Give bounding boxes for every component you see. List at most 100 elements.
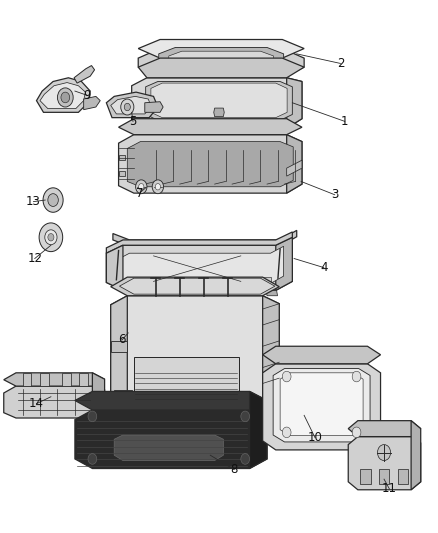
Circle shape — [152, 180, 163, 193]
Polygon shape — [134, 357, 239, 394]
Polygon shape — [287, 135, 302, 193]
Polygon shape — [348, 437, 421, 490]
Polygon shape — [138, 58, 304, 78]
Circle shape — [43, 188, 63, 212]
Polygon shape — [411, 421, 421, 490]
Polygon shape — [114, 390, 132, 399]
Text: 2: 2 — [337, 57, 344, 70]
Polygon shape — [151, 83, 287, 118]
Polygon shape — [130, 277, 271, 284]
Polygon shape — [398, 469, 409, 484]
Polygon shape — [266, 290, 278, 296]
Polygon shape — [40, 373, 49, 386]
Text: 6: 6 — [118, 333, 126, 346]
Text: 8: 8 — [230, 463, 238, 476]
Polygon shape — [379, 469, 389, 484]
Circle shape — [283, 427, 291, 438]
Text: 13: 13 — [26, 195, 41, 208]
Polygon shape — [214, 108, 224, 117]
Circle shape — [139, 183, 144, 190]
Polygon shape — [169, 51, 274, 67]
Circle shape — [88, 411, 97, 422]
Polygon shape — [117, 246, 284, 284]
Circle shape — [48, 193, 58, 206]
Polygon shape — [92, 373, 105, 418]
Polygon shape — [62, 373, 71, 386]
Polygon shape — [138, 49, 304, 78]
Polygon shape — [360, 469, 371, 484]
Polygon shape — [119, 119, 302, 135]
Polygon shape — [164, 128, 186, 136]
Polygon shape — [111, 341, 127, 352]
Polygon shape — [75, 391, 267, 410]
Polygon shape — [120, 278, 275, 294]
Polygon shape — [161, 290, 173, 296]
Polygon shape — [114, 435, 223, 461]
Polygon shape — [84, 96, 100, 110]
Polygon shape — [280, 373, 363, 435]
Polygon shape — [204, 402, 218, 409]
Polygon shape — [348, 421, 421, 437]
Polygon shape — [79, 373, 88, 386]
Text: 3: 3 — [331, 188, 339, 201]
Circle shape — [241, 454, 250, 464]
Polygon shape — [169, 402, 183, 409]
Polygon shape — [134, 402, 148, 409]
Polygon shape — [111, 96, 151, 114]
Text: 9: 9 — [83, 89, 91, 102]
Polygon shape — [106, 237, 292, 290]
Text: 7: 7 — [136, 187, 143, 200]
Polygon shape — [252, 128, 274, 136]
Polygon shape — [273, 368, 370, 442]
Polygon shape — [36, 78, 90, 112]
Polygon shape — [131, 290, 142, 296]
Polygon shape — [250, 391, 267, 469]
Polygon shape — [42, 236, 60, 246]
Circle shape — [124, 103, 131, 111]
Circle shape — [241, 411, 250, 422]
Text: 12: 12 — [27, 252, 42, 265]
Polygon shape — [75, 410, 267, 469]
Text: 1: 1 — [341, 115, 349, 128]
Circle shape — [61, 92, 70, 103]
Polygon shape — [263, 364, 381, 450]
Polygon shape — [263, 346, 381, 364]
Polygon shape — [40, 83, 85, 109]
Polygon shape — [74, 66, 95, 83]
Text: 5: 5 — [129, 115, 137, 128]
Polygon shape — [159, 47, 284, 70]
Polygon shape — [4, 386, 105, 418]
Polygon shape — [119, 155, 125, 160]
Polygon shape — [113, 230, 297, 246]
Circle shape — [155, 183, 160, 190]
Polygon shape — [111, 296, 279, 402]
Polygon shape — [239, 402, 253, 409]
Polygon shape — [4, 373, 105, 386]
Polygon shape — [119, 171, 125, 176]
Polygon shape — [127, 142, 293, 187]
Polygon shape — [22, 373, 31, 386]
Polygon shape — [208, 128, 230, 136]
Polygon shape — [119, 135, 302, 193]
Polygon shape — [263, 296, 279, 402]
Polygon shape — [106, 232, 292, 253]
Text: 11: 11 — [382, 482, 397, 495]
Circle shape — [45, 230, 57, 245]
Polygon shape — [236, 290, 247, 296]
Circle shape — [378, 445, 391, 461]
Circle shape — [57, 88, 73, 107]
Polygon shape — [138, 39, 304, 58]
Text: 10: 10 — [307, 431, 322, 444]
Polygon shape — [111, 277, 279, 296]
Polygon shape — [56, 193, 61, 198]
Circle shape — [48, 233, 54, 241]
Polygon shape — [111, 296, 127, 402]
Polygon shape — [146, 82, 292, 120]
Circle shape — [352, 371, 361, 382]
Circle shape — [88, 454, 97, 464]
Circle shape — [352, 427, 361, 438]
Polygon shape — [106, 92, 158, 118]
Circle shape — [121, 99, 134, 115]
Polygon shape — [287, 160, 302, 176]
Text: 4: 4 — [320, 261, 328, 274]
